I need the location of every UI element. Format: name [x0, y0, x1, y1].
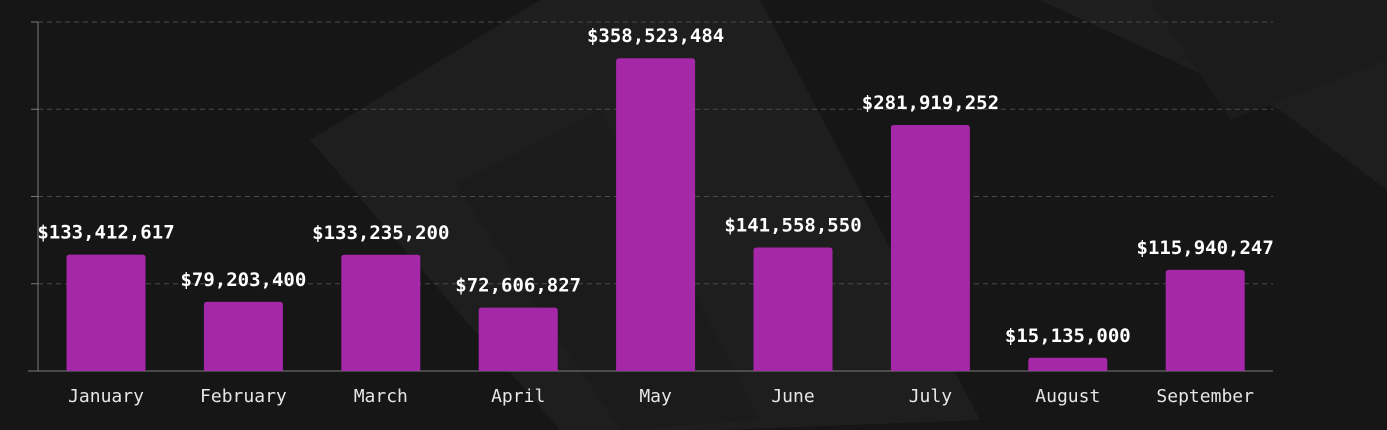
value-label: $133,235,200: [312, 222, 449, 244]
gridlines: [38, 21, 1273, 285]
bar-june: [753, 247, 833, 371]
bar-april: [478, 307, 558, 371]
category-label: February: [200, 386, 287, 407]
value-label: $133,412,617: [37, 222, 174, 244]
category-label: April: [491, 386, 545, 407]
value-label: $358,523,484: [587, 25, 724, 47]
category-label: March: [354, 386, 408, 407]
category-label: July: [909, 386, 953, 407]
category-label: May: [639, 386, 672, 407]
category-label: June: [771, 386, 814, 407]
background-shape: [1150, 0, 1387, 120]
bar-may: [616, 58, 696, 371]
value-label: $281,919,252: [862, 92, 999, 114]
value-label: $79,203,400: [180, 269, 306, 291]
value-labels: $133,412,617 $79,203,400 $133,235,200 $72,6…: [37, 25, 1273, 347]
bar-february: [203, 301, 283, 371]
category-label: August: [1035, 386, 1100, 407]
category-labels: January February March April May June July Augu…: [68, 386, 1254, 407]
value-label: $141,558,550: [724, 214, 861, 236]
value-label: $15,135,000: [1005, 325, 1131, 347]
bar-august: [1028, 357, 1108, 371]
bar-march: [341, 254, 421, 371]
bar-july: [890, 125, 970, 371]
category-label: January: [68, 386, 144, 407]
value-label: $72,606,827: [455, 275, 581, 297]
value-label: $115,940,247: [1137, 237, 1274, 259]
bar-september: [1165, 269, 1245, 371]
bar-january: [66, 254, 146, 371]
category-label: September: [1156, 386, 1254, 407]
bars: [66, 58, 1245, 371]
